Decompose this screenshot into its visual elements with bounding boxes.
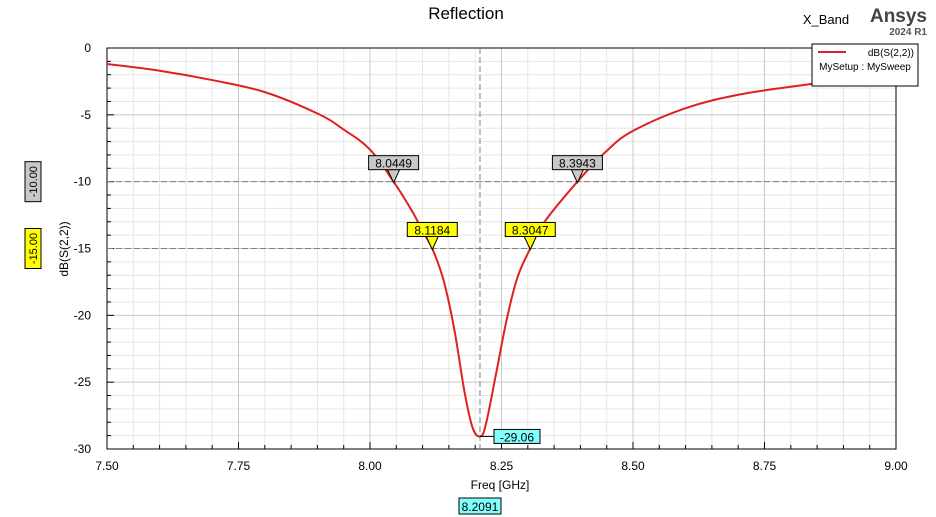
y-axis-label: dB(S(2,2)) — [57, 221, 71, 276]
threshold-value: -10.00 — [28, 166, 40, 197]
x-tick-label: 9.00 — [884, 459, 908, 473]
curve-marker[interactable]: 8.3943 — [551, 155, 603, 184]
marker-label-box[interactable] — [368, 155, 420, 171]
minimum-value: -29.06 — [500, 430, 534, 444]
marker-label: 8.3047 — [512, 224, 549, 238]
y-tick-label: 0 — [84, 41, 91, 55]
y-tick-label: -5 — [80, 108, 91, 122]
marker-label: 8.3943 — [559, 157, 596, 171]
threshold-lines: -10.00 -15.00 — [24, 161, 896, 269]
y-tick-label: -20 — [74, 308, 92, 322]
x-tick-label: 7.75 — [227, 459, 251, 473]
marker-label-box[interactable] — [504, 222, 556, 237]
curve-marker[interactable]: 8.1184 — [406, 222, 458, 251]
x-tick-label: 8.75 — [753, 459, 777, 473]
brand-logo-text: Ansys — [870, 6, 927, 27]
x-tick-label: 8.00 — [358, 459, 382, 473]
marker-label: 8.1184 — [414, 224, 450, 238]
threshold-value: -15.00 — [28, 233, 40, 264]
marker-label-box[interactable] — [551, 155, 603, 171]
curve-marker[interactable]: 8.0449 — [368, 155, 420, 184]
series-line-dB-S22 — [106, 63, 897, 438]
x-cursor-value: 8.2091 — [462, 500, 499, 514]
legend[interactable]: dB(S(2,2)) MySetup : MySweep — [811, 43, 919, 87]
legend-series-name: dB(S(2,2)) — [868, 48, 914, 59]
marker-label: 8.0449 — [375, 157, 412, 171]
curve-markers: 8.0449 8.3943 8.1184 8.3047 -29.06 — [368, 155, 603, 444]
legend-sweep-label: MySetup : MySweep — [819, 62, 911, 73]
version-label: 2024 R1 — [889, 27, 927, 38]
minimum-marker[interactable]: -29.06 — [479, 428, 541, 444]
x-tick-labels: 7.50 7.75 8.00 8.25 8.50 8.75 9.00 — [95, 459, 908, 473]
x-tick-label: 7.50 — [95, 459, 119, 473]
curve-marker[interactable]: 8.3047 — [504, 222, 556, 251]
x-tick-label: 8.25 — [490, 459, 514, 473]
minimum-value-box[interactable] — [493, 428, 541, 444]
axis-ticks — [106, 47, 897, 450]
y-tick-label: -25 — [74, 375, 92, 389]
design-name: X_Band — [803, 12, 849, 27]
chart-title: Reflection — [428, 4, 504, 23]
x-cursor-readout[interactable]: 8.2091 — [458, 497, 502, 515]
y-tick-label: -30 — [74, 442, 92, 456]
y-tick-label: -15 — [74, 242, 92, 256]
x-cursor-box[interactable] — [458, 497, 502, 515]
y-tick-labels: 0 -5 -10 -15 -20 -25 -30 — [74, 41, 92, 456]
threshold-value-box[interactable] — [24, 161, 42, 203]
threshold-value-box[interactable] — [24, 228, 42, 269]
x-axis-label: Freq [GHz] — [471, 478, 530, 492]
marker-label-box[interactable] — [406, 222, 458, 237]
x-tick-label: 8.50 — [621, 459, 645, 473]
y-tick-label: -10 — [74, 175, 92, 189]
